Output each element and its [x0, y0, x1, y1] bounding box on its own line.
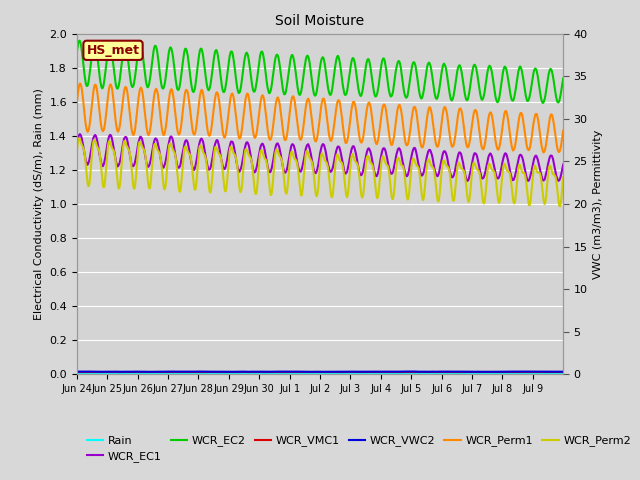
- Y-axis label: Electrical Conductivity (dS/m), Rain (mm): Electrical Conductivity (dS/m), Rain (mm…: [34, 88, 44, 320]
- Text: HS_met: HS_met: [86, 44, 140, 57]
- Y-axis label: VWC (m3/m3), Permittivity: VWC (m3/m3), Permittivity: [593, 129, 604, 279]
- Legend: Rain, WCR_EC1, WCR_EC2, WCR_VMC1, WCR_VWC2, WCR_Perm1, WCR_Perm2: Rain, WCR_EC1, WCR_EC2, WCR_VMC1, WCR_VW…: [83, 431, 636, 467]
- Title: Soil Moisture: Soil Moisture: [275, 14, 365, 28]
